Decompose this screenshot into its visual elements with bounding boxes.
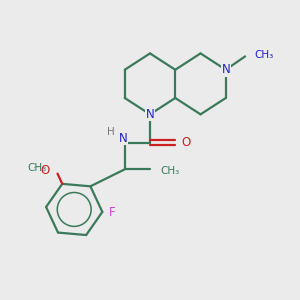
Text: CH₃: CH₃ xyxy=(255,50,274,60)
Text: methoxy: methoxy xyxy=(34,167,40,168)
Text: F: F xyxy=(109,206,116,219)
Text: N: N xyxy=(146,108,154,121)
Text: O: O xyxy=(41,164,50,177)
Text: N: N xyxy=(221,63,230,76)
Text: H: H xyxy=(107,127,115,137)
Text: N: N xyxy=(119,132,128,145)
Text: O: O xyxy=(182,136,191,149)
Text: CH₃: CH₃ xyxy=(28,163,47,173)
Text: CH₃: CH₃ xyxy=(160,166,180,176)
